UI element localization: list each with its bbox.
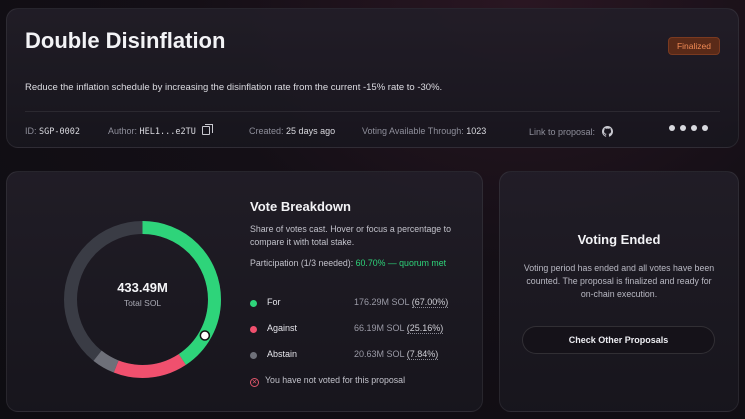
author-value: HEL1...e2TU [139, 127, 196, 137]
against-amount-value: 66.19M SOL [354, 323, 405, 333]
abstain-amount-value: 20.63M SOL [354, 349, 405, 359]
donut-center: 433.49M Total SOL [75, 280, 210, 308]
id-value: SGP-0002 [39, 127, 80, 137]
copy-icon[interactable] [202, 124, 214, 135]
divider [25, 111, 720, 112]
against-label: Against [267, 323, 298, 333]
check-other-proposals-button[interactable]: Check Other Proposals [522, 326, 715, 354]
github-icon[interactable] [601, 126, 613, 137]
meta-created: Created: 25 days ago [249, 126, 335, 136]
vote-breakdown-title: Vote Breakdown [250, 199, 351, 214]
total-sol-label: Total SOL [123, 298, 162, 308]
close-circle-icon: ✕ [250, 378, 259, 387]
vote-row-against: Against 66.19M SOL (25.16%) [250, 323, 470, 337]
author-label: Author: [108, 126, 138, 136]
donut-segment-against [64, 221, 221, 378]
vote-donut-chart [64, 221, 221, 378]
for-amount-value: 176.29M SOL [354, 297, 410, 307]
quorum-marker [199, 330, 211, 341]
abstain-amount: 20.63M SOL (7.84%) [354, 349, 439, 360]
created-value: 25 days ago [286, 126, 336, 136]
not-voted-text: You have not voted for this proposal [265, 375, 406, 385]
against-percentage[interactable]: (25.16%) [406, 323, 444, 334]
abstain-dot [250, 352, 257, 359]
id-label: ID: [25, 126, 37, 136]
participation-value: 60.70% — quorum met [355, 258, 447, 268]
against-dot [250, 326, 257, 333]
voting-ended-card: Voting Ended Voting period has ended and… [499, 171, 739, 412]
link-label: Link to proposal: [529, 127, 596, 137]
voting-ended-text: Voting period has ended and all votes ha… [523, 263, 715, 299]
vote-row-abstain: Abstain 20.63M SOL (7.84%) [250, 349, 470, 363]
donut-segment-for [64, 221, 221, 378]
vote-row-for: For 176.29M SOL (67.00%) [250, 297, 470, 311]
voting-through-label: Voting Available Through: [362, 126, 464, 136]
for-percentage[interactable]: (67.00%) [411, 297, 449, 308]
meta-author: Author: HEL1...e2TU [108, 124, 214, 137]
participation-label: Participation (1/3 needed): [250, 258, 354, 268]
voting-through-value: 1023 [466, 126, 487, 136]
meta-link: Link to proposal: [529, 126, 613, 137]
status-badge: Finalized [667, 37, 720, 55]
participation: Participation (1/3 needed): 60.70% — quo… [250, 257, 465, 270]
proposal-title: Double Disinflation [25, 28, 226, 53]
proposal-description: Reduce the inflation schedule by increas… [25, 82, 443, 93]
meta-row: ID: SGP-0002 Author: HEL1...e2TU Created… [25, 124, 720, 140]
created-label: Created: [249, 126, 284, 136]
for-amount: 176.29M SOL (67.00%) [354, 297, 449, 308]
more-options-icon[interactable] [669, 125, 708, 131]
proposal-header-card: Double Disinflation Finalized Reduce the… [6, 8, 739, 148]
vote-breakdown-card: 433.49M Total SOL Vote Breakdown Share o… [6, 171, 483, 412]
not-voted-notice: ✕ You have not voted for this proposal [250, 375, 405, 387]
total-sol-value: 433.49M [117, 280, 168, 295]
meta-id: ID: SGP-0002 [25, 126, 80, 137]
meta-voting-through: Voting Available Through: 1023 [362, 126, 486, 136]
abstain-label: Abstain [267, 349, 298, 359]
abstain-percentage[interactable]: (7.84%) [406, 349, 439, 360]
vote-breakdown-subtitle: Share of votes cast. Hover or focus a pe… [250, 224, 451, 247]
for-dot [250, 300, 257, 307]
voting-ended-title: Voting Ended [577, 232, 661, 247]
for-label: For [267, 297, 281, 307]
against-amount: 66.19M SOL (25.16%) [354, 323, 444, 334]
